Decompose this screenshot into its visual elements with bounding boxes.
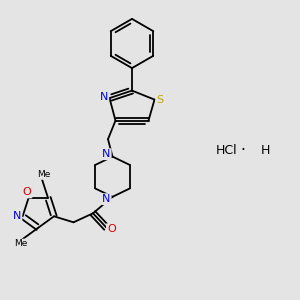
Text: S: S: [156, 94, 164, 105]
Text: N: N: [102, 194, 111, 204]
Text: N: N: [100, 92, 108, 102]
Text: ·: ·: [241, 142, 245, 158]
Text: N: N: [13, 211, 21, 221]
Text: O: O: [23, 188, 32, 197]
Text: Me: Me: [37, 170, 50, 179]
Text: HCl: HCl: [216, 143, 238, 157]
Text: O: O: [107, 224, 116, 234]
Text: N: N: [102, 149, 111, 159]
Text: Me: Me: [14, 239, 28, 248]
Text: H: H: [261, 143, 270, 157]
